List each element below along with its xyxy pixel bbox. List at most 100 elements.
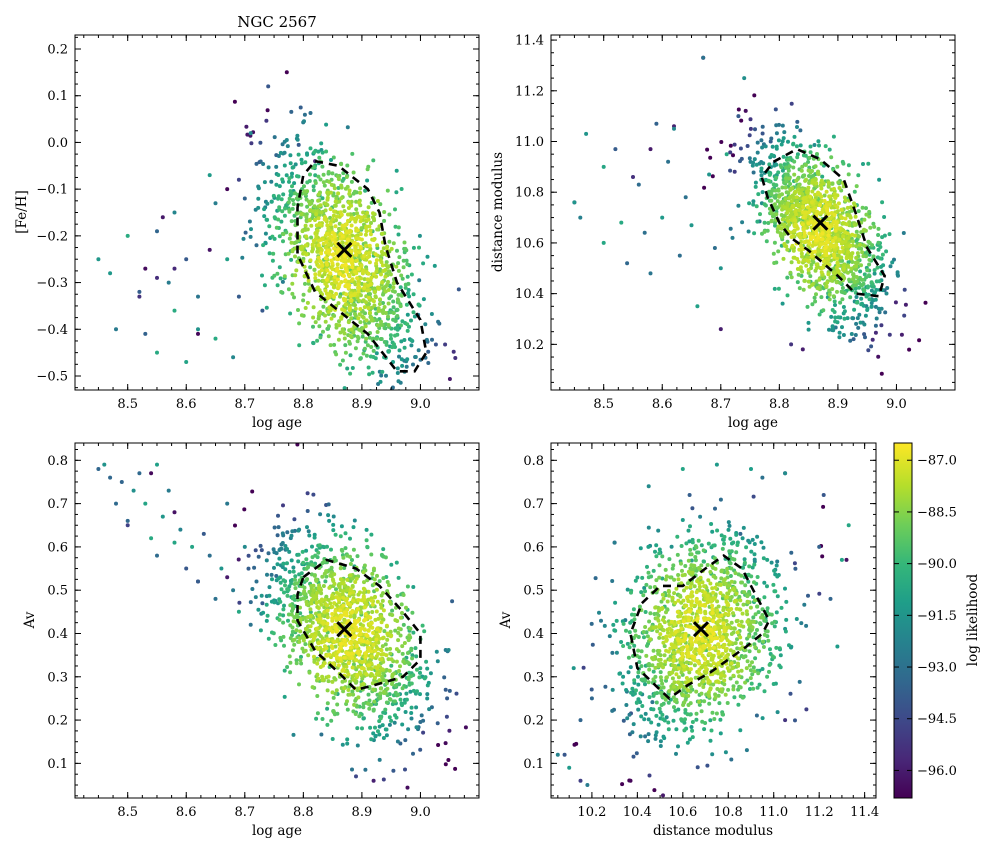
- scatter-point: [333, 240, 338, 245]
- scatter-point: [380, 263, 385, 268]
- scatter-point: [275, 271, 280, 276]
- scatter-point: [390, 289, 395, 293]
- scatter-point: [854, 264, 859, 269]
- scatter-point: [308, 613, 313, 618]
- scatter-point: [781, 136, 786, 141]
- x-tick-label: 8.9: [352, 397, 373, 412]
- scatter-point: [264, 558, 269, 563]
- scatter-point: [313, 276, 318, 280]
- scatter-point: [313, 231, 318, 235]
- scatter-point: [835, 205, 840, 210]
- scatter-point: [231, 355, 236, 360]
- scatter-point: [435, 721, 440, 726]
- best-fit-marker: [336, 621, 353, 638]
- scatter-point: [246, 566, 251, 571]
- scatter-point: [316, 174, 321, 179]
- scatter-point: [352, 189, 357, 194]
- scatter-point: [330, 604, 335, 609]
- scatter-point: [327, 585, 332, 590]
- scatter-point: [271, 631, 276, 636]
- scatter-point: [795, 155, 800, 160]
- scatter-point: [845, 231, 850, 236]
- scatter-point: [773, 188, 778, 193]
- scatter-point: [772, 240, 777, 245]
- scatter-point: [405, 651, 410, 655]
- y-tick-label: 10.2: [515, 338, 544, 353]
- scatter-point: [391, 305, 396, 310]
- scatter-point: [285, 144, 290, 149]
- scatter-point: [855, 316, 860, 321]
- scatter-point: [801, 210, 806, 215]
- scatter-point: [866, 161, 871, 166]
- scatter-point: [388, 697, 393, 702]
- scatter-point: [923, 300, 928, 305]
- scatter-point: [399, 357, 404, 362]
- scatter-point: [349, 651, 354, 656]
- scatter-point: [763, 203, 768, 208]
- scatter-point: [326, 226, 331, 231]
- scatter-point: [754, 162, 759, 167]
- scatter-point: [363, 651, 368, 656]
- scatter-point: [326, 674, 331, 679]
- scatter-point: [421, 718, 426, 723]
- scatter-point: [321, 278, 326, 283]
- scatter-point: [450, 599, 455, 604]
- scatter-point: [392, 720, 397, 725]
- scatter-point: [331, 522, 336, 527]
- scatter-point: [391, 299, 396, 304]
- scatter-point: [298, 658, 303, 663]
- scatter-point: [283, 544, 288, 548]
- scatter-point: [351, 677, 356, 682]
- scatter-points: [572, 55, 928, 376]
- scatter-point: [340, 742, 345, 747]
- scatter-point: [388, 629, 393, 634]
- scatter-point: [326, 293, 331, 298]
- scatter-point: [786, 190, 791, 195]
- scatter-point: [304, 619, 309, 624]
- scatter-point: [248, 622, 253, 627]
- scatter-point: [793, 218, 798, 223]
- scatter-point: [274, 225, 279, 230]
- scatter-point: [758, 212, 762, 217]
- scatter-point: [401, 396, 405, 400]
- scatter-point: [368, 615, 373, 620]
- scatter-point: [793, 222, 798, 227]
- scatter-point: [356, 649, 361, 654]
- scatter-point: [808, 274, 813, 279]
- scatter-point: [388, 634, 393, 639]
- scatter-point: [355, 339, 360, 344]
- scatter-point: [764, 239, 769, 244]
- scatter-point: [846, 264, 851, 269]
- scatter-point: [275, 562, 280, 567]
- scatter-point: [873, 297, 878, 302]
- scatter-point: [840, 245, 845, 250]
- scatter-point: [269, 572, 274, 577]
- scatter-point: [409, 716, 414, 721]
- scatter-point: [338, 271, 342, 276]
- scatter-point: [384, 342, 389, 347]
- scatter-point: [816, 249, 820, 254]
- scatter-point: [314, 578, 319, 583]
- scatter-point: [294, 211, 299, 216]
- scatter-point: [884, 291, 889, 296]
- scatter-point: [779, 165, 784, 170]
- scatter-point: [370, 625, 375, 630]
- scatter-point: [790, 186, 795, 191]
- scatter-point: [303, 223, 308, 228]
- scatter-point: [335, 277, 340, 282]
- scatter-point: [395, 593, 400, 598]
- scatter-point: [820, 237, 825, 242]
- scatter-point: [296, 308, 300, 312]
- scatter-point: [287, 179, 291, 184]
- scatter-point: [776, 249, 781, 254]
- scatter-point: [344, 269, 349, 274]
- scatter-point: [365, 640, 370, 644]
- scatter-point: [347, 339, 352, 344]
- scatter-point: [258, 543, 263, 548]
- scatter-point: [387, 599, 392, 604]
- scatter-point: [305, 577, 310, 582]
- scatter-point: [282, 603, 286, 608]
- scatter-point: [329, 316, 334, 321]
- scatter-point: [261, 162, 266, 166]
- scatter-point: [351, 302, 356, 307]
